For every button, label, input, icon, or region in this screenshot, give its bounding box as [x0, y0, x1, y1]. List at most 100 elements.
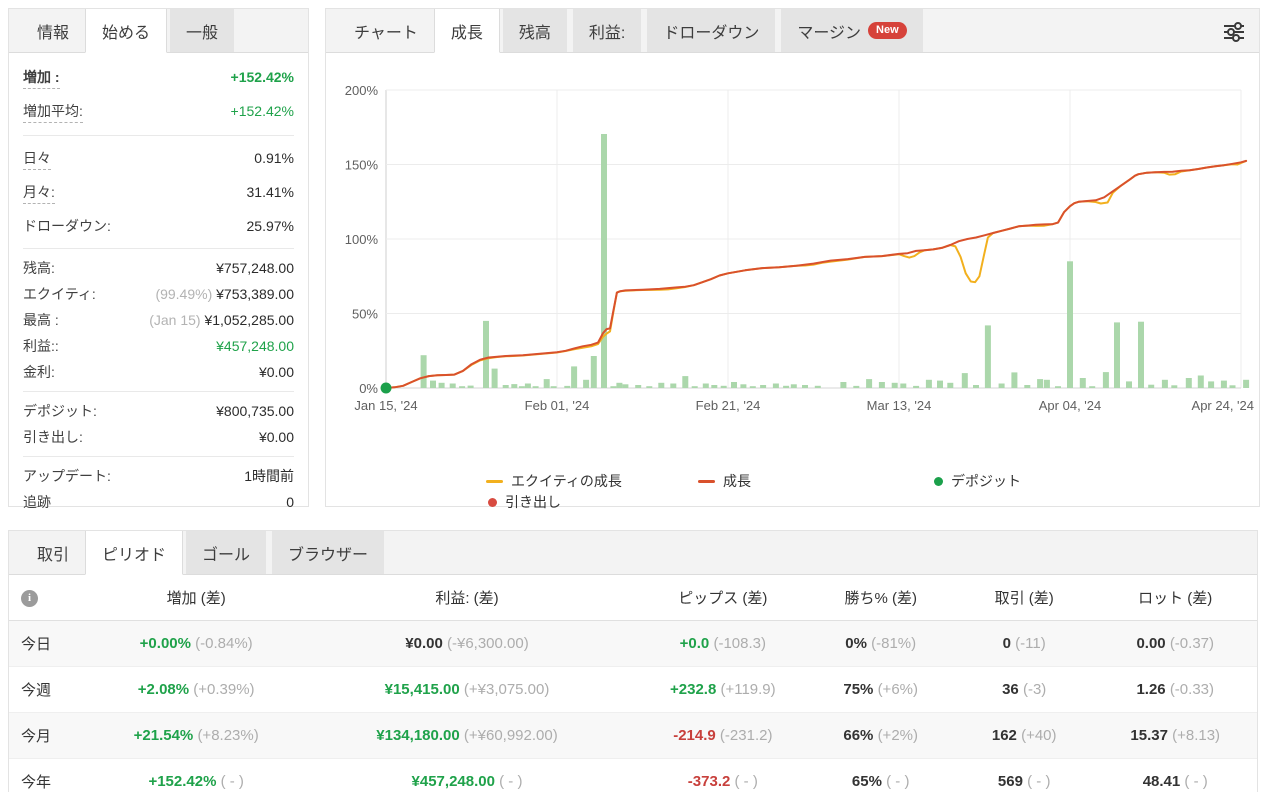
legend-item-1[interactable]: エクイティの成長 [486, 471, 622, 491]
stat-row: 金利: ¥0.00 [23, 359, 294, 385]
stat-row: アップデート: 1時間前 [23, 463, 294, 489]
table-info-header: i [9, 575, 98, 621]
cell-main-value: +2.08% [137, 681, 190, 698]
cell-diff-value: (+¥60,992.00) [463, 727, 558, 744]
cell-main-value: -373.2 [687, 773, 731, 790]
stat-value-main: ¥757,248.00 [216, 260, 294, 276]
period-tab-2[interactable]: ピリオド [85, 531, 184, 575]
cell-diff-value: (-11) [1015, 635, 1046, 652]
growth-chart: 0% 50% 100% 150% 200% Jan 15, '24 Feb 01, '24 F… [345, 83, 1254, 413]
cell-diff-value: (-¥6,300.00) [446, 635, 529, 652]
period-cell: 15.37 (+8.13) [1093, 712, 1257, 759]
info-tab-3[interactable]: 一般 [170, 9, 235, 52]
deposit-bars [420, 134, 1250, 388]
period-tab-4[interactable]: ブラウザー [272, 531, 385, 574]
cell-diff-value: (-0.37) [1169, 635, 1214, 652]
stat-value: ¥0.00 [259, 364, 294, 380]
stat-label: 金利: [23, 364, 55, 380]
stat-value-main: 0 [286, 494, 294, 510]
legend-item-3[interactable]: デポジット [934, 471, 1021, 491]
stat-row: ドローダウン: 25.97% [23, 210, 294, 242]
period-cell: +152.42% ( - ) [97, 758, 295, 792]
y-tick-label: 200% [345, 83, 379, 98]
x-tick-label: Feb 01, '24 [525, 398, 590, 413]
chart-tab-5[interactable]: ドローダウン [647, 9, 776, 52]
legend-item-4[interactable]: 引き出し [488, 492, 561, 512]
chart-tab-6[interactable]: マージン New [781, 9, 923, 52]
stat-row: 増加 : +152.42% [23, 61, 294, 95]
cell-main-value: ¥15,415.00 [384, 681, 460, 698]
x-tick-label: Apr 24, '24 [1192, 398, 1254, 413]
column-header: 勝ち% (差) [806, 575, 955, 621]
deposit-dot [380, 382, 392, 394]
table-row: 今月 +21.54% (+8.23%) ¥134,180.00 (+¥60,992.… [9, 712, 1257, 759]
chart-tab-4[interactable]: 利益: [572, 9, 642, 52]
period-cell: ¥0.00 (-¥6,300.00) [294, 620, 640, 667]
stat-label: デポジット: [23, 403, 97, 419]
stat-label: 最高 : [23, 312, 59, 328]
x-tick-label: Feb 21, '24 [696, 398, 761, 413]
cell-main-value: -214.9 [673, 727, 716, 744]
column-header: 取引 (差) [954, 575, 1094, 621]
period-tab-label: 取引 [37, 546, 70, 564]
period-cell: +0.00% (-0.84%) [97, 620, 295, 667]
cell-main-value: 569 [997, 773, 1023, 790]
stat-label: 利益:: [23, 338, 59, 354]
stat-label: 引き出し: [23, 429, 83, 445]
stat-label: エクイティ: [23, 286, 96, 302]
chart-tab-3[interactable]: 残高 [502, 9, 567, 52]
stat-value: (Jan 15) ¥1,052,285.00 [149, 312, 294, 328]
chart-tab-1[interactable]: チャート [338, 9, 434, 52]
cell-main-value: ¥0.00 [405, 635, 443, 652]
エクイティの成長-swatch-icon [486, 479, 503, 483]
cell-main-value: 1.26 [1136, 681, 1166, 698]
period-cell: +232.8 (+119.9) [639, 666, 807, 713]
cell-main-value: 0% [845, 635, 867, 652]
period-cell: -214.9 (-231.2) [639, 712, 807, 759]
cell-diff-value: (+2%) [877, 727, 918, 744]
stat-label: 追跡 [23, 494, 51, 510]
stat-label[interactable]: 増加平均: [23, 101, 83, 123]
cell-main-value: 0.00 [1136, 635, 1166, 652]
period-tab-1[interactable]: 取引 [21, 531, 85, 574]
table-row: 今年 +152.42% ( - ) ¥457,248.00 ( - ) -373.2 … [9, 758, 1257, 792]
period-cell: +2.08% (+0.39%) [97, 666, 295, 713]
period-cell: ¥134,180.00 (+¥60,992.00) [294, 712, 640, 759]
chart-legend: エクイティの成長 成長 デポジット引き出し [326, 471, 1259, 517]
info-tab-2[interactable]: 始める [85, 9, 168, 53]
y-tick-label: 150% [345, 158, 379, 173]
chart-tab-2[interactable]: 成長 [433, 9, 500, 53]
stat-value-main: 1時間前 [244, 468, 294, 484]
period-table-header: i 増加 (差) 利益: (差) ピップス (差) 勝ち% (差) 取引 (差) ロット (… [9, 575, 1257, 621]
stat-value: ¥800,735.00 [216, 403, 294, 419]
legend-item-2[interactable]: 成長 [698, 471, 751, 491]
info-tab-1[interactable]: 情報 [21, 9, 85, 52]
info-icon[interactable]: i [21, 589, 38, 607]
stat-value-main: ¥0.00 [258, 364, 294, 380]
stat-value-muted: (99.49%) [155, 286, 217, 302]
table-row: 今日 +0.00% (-0.84%) ¥0.00 (-¥6,300.00) +0.0 … [9, 620, 1257, 667]
period-cell: ¥15,415.00 (+¥3,075.00) [294, 666, 640, 713]
cell-diff-value: ( - ) [734, 773, 758, 790]
stat-label[interactable]: 月々: [23, 182, 55, 204]
account-info-panel: 情報 始める 一般 増加 : +152.42% 増加平均: +152.42% 日々 0.91%… [8, 8, 309, 510]
period-tab-3[interactable]: ゴール [186, 531, 267, 574]
period-cell: 75% (+6%) [806, 666, 955, 713]
stat-value-main: ¥457,248.00 [216, 338, 294, 354]
stat-value-main: +152.42% [230, 103, 294, 119]
period-tab-label: ゴール [202, 546, 251, 564]
cell-diff-value: (+8.13) [1172, 727, 1221, 744]
cell-main-value: +0.0 [679, 635, 710, 652]
legend-label: エクイティの成長 [511, 473, 622, 489]
stat-value-main: +152.42% [230, 69, 294, 85]
stat-value: ¥0.00 [259, 429, 294, 445]
stat-label[interactable]: 日々 [23, 148, 51, 170]
stat-group: 増加 : +152.42% 増加平均: +152.42% [23, 55, 294, 136]
stat-label[interactable]: 増加 : [23, 67, 60, 89]
stat-value-main: ¥753,389.00 [216, 286, 294, 302]
chart-settings-icon[interactable] [1221, 19, 1247, 45]
成長-swatch-icon [698, 479, 715, 483]
stat-row: 月々: 31.41% [23, 176, 294, 210]
x-tick-label: Apr 04, '24 [1039, 398, 1101, 413]
